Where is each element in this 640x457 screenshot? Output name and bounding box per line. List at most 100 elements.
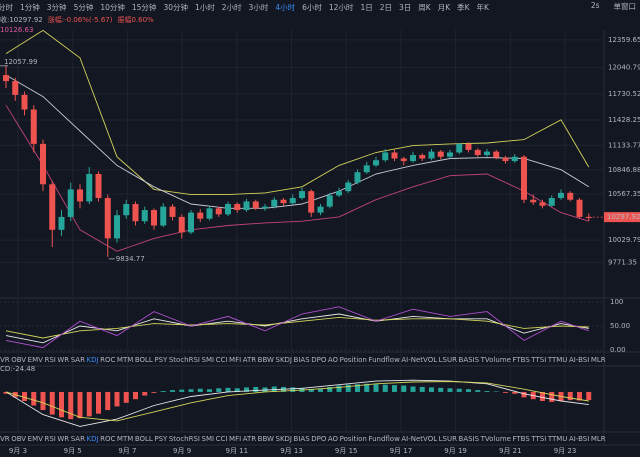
timeframe-tab[interactable]: 2小时 (221, 2, 242, 12)
indicator-tab[interactable]: Fundflow (368, 434, 400, 443)
macd-bar (512, 391, 518, 394)
indicator-tab[interactable]: SKDJ (275, 434, 293, 443)
timeframe-tab[interactable]: 分时 (0, 2, 13, 12)
timeframe-tab[interactable]: 30分钟 (163, 2, 188, 12)
indicator-tab[interactable]: VR (0, 355, 10, 364)
bollinger-middle (5, 74, 590, 209)
indicator-tab[interactable]: TVolume (480, 355, 511, 364)
indicator-tab[interactable]: KDJ (86, 434, 99, 443)
candle-body (12, 81, 19, 95)
indicator-tab[interactable]: OBV (11, 355, 27, 364)
indicator-tab[interactable]: AO (327, 434, 339, 443)
indicator-tab[interactable]: MFI (229, 355, 242, 364)
timeframe-tab[interactable]: 1日 (360, 2, 373, 12)
indicator-tabs: VR OBV EMV RSI WR SAR KDJ ROC MTM BOLL PSY StochRSI… (0, 433, 606, 444)
timeframe-tab[interactable]: 1分钟 (20, 2, 40, 12)
macd-bar (392, 385, 397, 392)
timeframe-tab[interactable]: 3小时 (248, 2, 269, 12)
indicator-tab[interactable]: Position (339, 434, 367, 443)
macd-bar (308, 389, 314, 392)
indicator-tab[interactable]: Position (339, 355, 367, 364)
indicator-tab[interactable]: SAR (70, 355, 85, 364)
indicator-tab[interactable]: StochRSI (168, 355, 200, 364)
indicator-tab[interactable]: DPO (311, 355, 327, 364)
indicator-tab[interactable]: BBW (257, 355, 274, 364)
timeframe-tab[interactable]: 2日 (379, 2, 392, 12)
indicator-tab[interactable]: TTSI (531, 434, 547, 443)
indicator-tab[interactable]: AO (327, 355, 339, 364)
candle-body (548, 198, 555, 206)
indicator-tab[interactable]: BASIS (458, 355, 480, 364)
indicator-tab[interactable]: WR (57, 355, 70, 364)
candle-body (49, 184, 56, 230)
timeframe-tab[interactable]: 10分钟 (100, 2, 125, 12)
indicator-tab[interactable]: RSI (44, 434, 56, 443)
indicator-tab[interactable]: PSY (154, 355, 168, 364)
indicator-tab[interactable]: WR (57, 434, 70, 443)
indicator-tab[interactable]: BBW (257, 434, 274, 443)
candle-body (30, 109, 37, 144)
indicator-tab[interactable]: VR (0, 434, 10, 443)
indicator-tab[interactable]: RSI (44, 355, 56, 364)
indicator-tab[interactable]: DPO (311, 434, 327, 443)
indicator-tab[interactable]: AI-BSI (568, 434, 590, 443)
indicator-tab[interactable]: MTM (116, 355, 134, 364)
indicator-tab[interactable]: MLR (590, 355, 606, 364)
indicator-tab[interactable]: TTSI (531, 355, 547, 364)
indicator-tab[interactable]: AI-BSI (568, 355, 590, 364)
indicator-tab[interactable]: BIAS (293, 434, 310, 443)
timeframe-tab[interactable]: 年K (476, 2, 489, 12)
indicator-tab[interactable]: AI-NetVOL (401, 434, 438, 443)
indicator-tab[interactable]: TVolume (480, 434, 511, 443)
indicator-tab[interactable]: MLR (590, 434, 606, 443)
indicator-tab[interactable]: Fundflow (368, 355, 400, 364)
macd-bar (429, 387, 434, 392)
indicator-tab[interactable]: BOLL (134, 355, 153, 364)
indicator-tab[interactable]: EMV (27, 355, 43, 364)
indicator-tab[interactable]: BIAS (293, 355, 310, 364)
timeframe-tab[interactable]: 1小时 (194, 2, 215, 12)
indicator-tab[interactable]: EMV (27, 434, 43, 443)
indicator-tab[interactable]: LSUR (438, 434, 457, 443)
indicator-tab[interactable]: TTMU (547, 434, 568, 443)
indicator-tab[interactable]: PSY (154, 434, 168, 443)
indicator-tab[interactable]: CCI (215, 355, 228, 364)
timeframe-tab[interactable]: 12小时 (328, 2, 354, 12)
macd-bar (503, 391, 508, 393)
indicator-tab[interactable]: TTMU (547, 355, 568, 364)
timeframe-tab[interactable]: 5分钟 (73, 2, 94, 12)
timeframe-tab[interactable]: 周K (418, 2, 431, 12)
timeframe-tab[interactable]: 月K (437, 2, 451, 12)
timeframe-tab[interactable]: 3分钟 (46, 2, 67, 12)
timeframe-tab[interactable]: 4小时 (275, 2, 296, 12)
timeframe-tab[interactable]: 6小时 (302, 2, 322, 12)
indicator-tab[interactable]: FTBS (512, 355, 530, 364)
macd-dif (5, 379, 589, 427)
timeframe-tab[interactable]: 3日 (399, 2, 412, 12)
indicator-tab[interactable]: OBV (11, 434, 27, 443)
indicator-tab[interactable]: ATR (242, 355, 257, 364)
indicator-tab[interactable]: SMI (201, 355, 215, 364)
indicator-tab[interactable]: KDJ (86, 355, 99, 364)
kdj-line (5, 306, 589, 349)
indicator-tab[interactable]: ROC (100, 355, 116, 364)
indicator-tab[interactable]: LSUR (438, 355, 457, 364)
indicator-tab[interactable]: AI-NetVOL (401, 355, 438, 364)
indicator-tab[interactable]: StochRSI (168, 434, 200, 443)
indicator-tab[interactable]: CCI (215, 434, 228, 443)
timeframe-tab[interactable]: 季K (457, 2, 470, 12)
window-mode[interactable]: 单窗口 (613, 2, 637, 11)
indicator-tab[interactable]: SMI (201, 434, 215, 443)
indicator-tab[interactable]: MFI (229, 434, 242, 443)
indicator-tab[interactable]: SKDJ (275, 355, 293, 364)
indicator-tab[interactable]: FTBS (512, 434, 530, 443)
refresh[interactable]: 2s (590, 1, 600, 10)
timeframe-tab[interactable]: 15分钟 (131, 2, 157, 12)
indicator-tab[interactable]: ATR (242, 434, 257, 443)
macd-bar (49, 391, 55, 415)
indicator-tab[interactable]: SAR (70, 434, 85, 443)
indicator-tab[interactable]: MTM (116, 434, 134, 443)
indicator-tab[interactable]: BASIS (458, 434, 480, 443)
indicator-tab[interactable]: BOLL (134, 434, 153, 443)
indicator-tab[interactable]: ROC (100, 434, 116, 443)
